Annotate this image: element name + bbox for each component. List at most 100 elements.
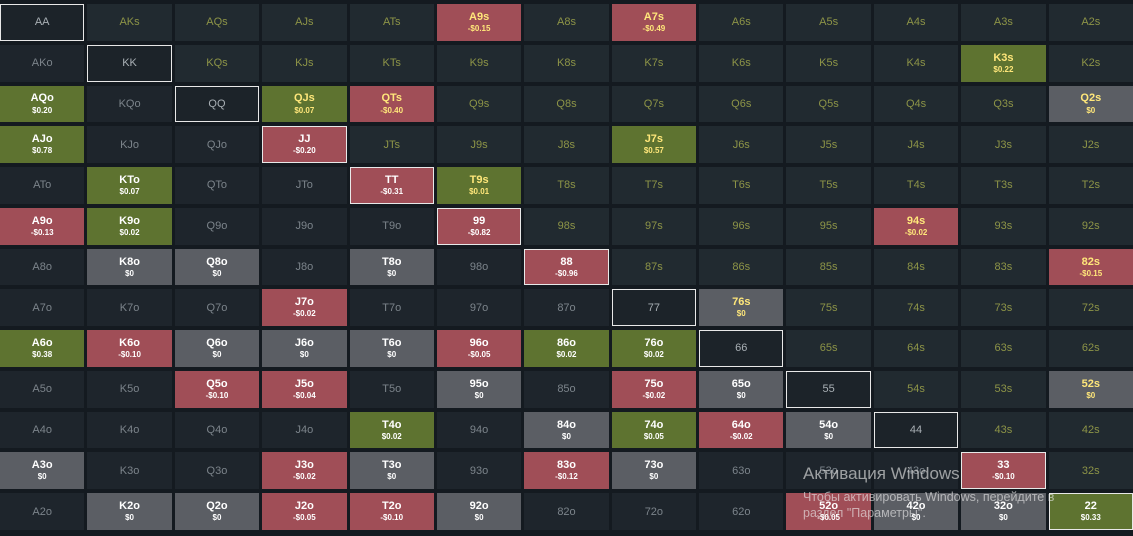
hand-cell-kjo[interactable]: KJo bbox=[87, 126, 172, 164]
hand-cell-a8o[interactable]: A8o bbox=[0, 248, 85, 286]
hand-cell-53o[interactable]: 53o bbox=[786, 452, 871, 490]
hand-cell-t8s[interactable]: T8s bbox=[524, 167, 609, 204]
hand-cell-t6s[interactable]: T6s bbox=[699, 167, 784, 204]
hand-cell-j7s[interactable]: J7s $0.57 bbox=[611, 126, 697, 164]
hand-cell-kqs[interactable]: KQs bbox=[174, 44, 260, 82]
hand-cell-53s[interactable]: 53s bbox=[961, 370, 1046, 408]
hand-cell-52o[interactable]: 52o -$0.05 bbox=[786, 493, 871, 530]
hand-cell-86o[interactable]: 86o $0.02 bbox=[524, 330, 609, 367]
hand-cell-qto[interactable]: QTo bbox=[174, 167, 260, 204]
hand-cell-j8s[interactable]: J8s bbox=[524, 126, 609, 164]
hand-cell-a3s[interactable]: A3s bbox=[961, 4, 1046, 41]
hand-cell-k8s[interactable]: K8s bbox=[524, 44, 609, 82]
hand-cell-qq[interactable]: QQ bbox=[174, 85, 260, 123]
hand-cell-ajo[interactable]: AJo $0.78 bbox=[0, 126, 85, 164]
hand-cell-64o[interactable]: 64o -$0.02 bbox=[699, 411, 784, 449]
hand-cell-q8o[interactable]: Q8o $0 bbox=[174, 248, 260, 286]
hand-cell-k9s[interactable]: K9s bbox=[436, 44, 522, 82]
hand-cell-43o[interactable]: 43o bbox=[873, 452, 959, 490]
hand-cell-k3o[interactable]: K3o bbox=[87, 452, 172, 490]
hand-cell-a5o[interactable]: A5o bbox=[0, 370, 85, 408]
hand-cell-q5o[interactable]: Q5o -$0.10 bbox=[174, 370, 260, 408]
hand-cell-q6o[interactable]: Q6o $0 bbox=[174, 330, 260, 367]
hand-cell-q7o[interactable]: Q7o bbox=[174, 289, 260, 327]
hand-cell-j6o[interactable]: J6o $0 bbox=[262, 330, 347, 367]
hand-cell-qjo[interactable]: QJo bbox=[174, 126, 260, 164]
hand-cell-t3s[interactable]: T3s bbox=[961, 167, 1046, 204]
hand-cell-83o[interactable]: 83o -$0.12 bbox=[524, 452, 609, 490]
hand-cell-a5s[interactable]: A5s bbox=[786, 4, 871, 41]
hand-cell-t3o[interactable]: T3o $0 bbox=[349, 452, 434, 490]
hand-cell-98o[interactable]: 98o bbox=[436, 248, 522, 286]
hand-cell-j2s[interactable]: J2s bbox=[1048, 126, 1133, 164]
hand-cell-84s[interactable]: 84s bbox=[873, 248, 959, 286]
hand-cell-j2o[interactable]: J2o -$0.05 bbox=[262, 493, 347, 530]
hand-cell-j8o[interactable]: J8o bbox=[262, 248, 347, 286]
hand-cell-a9o[interactable]: A9o -$0.13 bbox=[0, 207, 85, 245]
hand-cell-93s[interactable]: 93s bbox=[961, 207, 1046, 245]
hand-cell-t5o[interactable]: T5o bbox=[349, 370, 434, 408]
hand-cell-aa[interactable]: AA bbox=[0, 4, 85, 41]
hand-cell-87s[interactable]: 87s bbox=[611, 248, 697, 286]
hand-cell-k2s[interactable]: K2s bbox=[1048, 44, 1133, 82]
hand-cell-kk[interactable]: KK bbox=[87, 44, 172, 82]
hand-cell-k3s[interactable]: K3s $0.22 bbox=[961, 44, 1046, 82]
hand-cell-j4s[interactable]: J4s bbox=[873, 126, 959, 164]
hand-cell-76s[interactable]: 76s $0 bbox=[699, 289, 784, 327]
hand-cell-85o[interactable]: 85o bbox=[524, 370, 609, 408]
hand-cell-k7o[interactable]: K7o bbox=[87, 289, 172, 327]
hand-cell-j3o[interactable]: J3o -$0.02 bbox=[262, 452, 347, 490]
hand-cell-a2o[interactable]: A2o bbox=[0, 493, 85, 530]
hand-cell-jj[interactable]: JJ -$0.20 bbox=[262, 126, 347, 164]
hand-cell-42o[interactable]: 42o $0 bbox=[873, 493, 959, 530]
hand-cell-97s[interactable]: 97s bbox=[611, 207, 697, 245]
hand-cell-q8s[interactable]: Q8s bbox=[524, 85, 609, 123]
hand-cell-72s[interactable]: 72s bbox=[1048, 289, 1133, 327]
hand-cell-86s[interactable]: 86s bbox=[699, 248, 784, 286]
hand-cell-t5s[interactable]: T5s bbox=[786, 167, 871, 204]
hand-cell-t7s[interactable]: T7s bbox=[611, 167, 697, 204]
hand-cell-82o[interactable]: 82o bbox=[524, 493, 609, 530]
hand-cell-t2s[interactable]: T2s bbox=[1048, 167, 1133, 204]
hand-cell-k4s[interactable]: K4s bbox=[873, 44, 959, 82]
hand-cell-73o[interactable]: 73o $0 bbox=[611, 452, 697, 490]
hand-cell-a6o[interactable]: A6o $0.38 bbox=[0, 330, 85, 367]
hand-cell-82s[interactable]: 82s -$0.15 bbox=[1048, 248, 1133, 286]
hand-cell-92o[interactable]: 92o $0 bbox=[436, 493, 522, 530]
hand-cell-q9s[interactable]: Q9s bbox=[436, 85, 522, 123]
hand-cell-a7o[interactable]: A7o bbox=[0, 289, 85, 327]
hand-cell-qjs[interactable]: QJs $0.07 bbox=[262, 85, 347, 123]
hand-cell-a9s[interactable]: A9s -$0.15 bbox=[436, 4, 522, 41]
hand-cell-jto[interactable]: JTo bbox=[262, 167, 347, 204]
hand-cell-66[interactable]: 66 bbox=[699, 330, 784, 367]
hand-cell-54s[interactable]: 54s bbox=[873, 370, 959, 408]
hand-cell-ako[interactable]: AKo bbox=[0, 44, 85, 82]
hand-cell-62s[interactable]: 62s bbox=[1048, 330, 1133, 367]
hand-cell-a6s[interactable]: A6s bbox=[699, 4, 784, 41]
hand-cell-q4s[interactable]: Q4s bbox=[873, 85, 959, 123]
hand-cell-tt[interactable]: TT -$0.31 bbox=[349, 167, 434, 204]
hand-cell-94s[interactable]: 94s -$0.02 bbox=[873, 207, 959, 245]
hand-cell-a4o[interactable]: A4o bbox=[0, 411, 85, 449]
hand-cell-j4o[interactable]: J4o bbox=[262, 411, 347, 449]
hand-cell-k5o[interactable]: K5o bbox=[87, 370, 172, 408]
hand-cell-93o[interactable]: 93o bbox=[436, 452, 522, 490]
hand-cell-t4s[interactable]: T4s bbox=[873, 167, 959, 204]
hand-cell-k5s[interactable]: K5s bbox=[786, 44, 871, 82]
hand-cell-j9s[interactable]: J9s bbox=[436, 126, 522, 164]
hand-cell-54o[interactable]: 54o $0 bbox=[786, 411, 871, 449]
hand-cell-63o[interactable]: 63o bbox=[699, 452, 784, 490]
hand-cell-63s[interactable]: 63s bbox=[961, 330, 1046, 367]
hand-cell-92s[interactable]: 92s bbox=[1048, 207, 1133, 245]
hand-cell-jts[interactable]: JTs bbox=[349, 126, 434, 164]
hand-cell-72o[interactable]: 72o bbox=[611, 493, 697, 530]
hand-cell-65s[interactable]: 65s bbox=[786, 330, 871, 367]
hand-cell-kqo[interactable]: KQo bbox=[87, 85, 172, 123]
hand-cell-k9o[interactable]: K9o $0.02 bbox=[87, 207, 172, 245]
hand-cell-j5o[interactable]: J5o -$0.04 bbox=[262, 370, 347, 408]
hand-cell-65o[interactable]: 65o $0 bbox=[699, 370, 784, 408]
hand-cell-k6s[interactable]: K6s bbox=[699, 44, 784, 82]
hand-cell-94o[interactable]: 94o bbox=[436, 411, 522, 449]
hand-cell-q3s[interactable]: Q3s bbox=[961, 85, 1046, 123]
hand-cell-75s[interactable]: 75s bbox=[786, 289, 871, 327]
